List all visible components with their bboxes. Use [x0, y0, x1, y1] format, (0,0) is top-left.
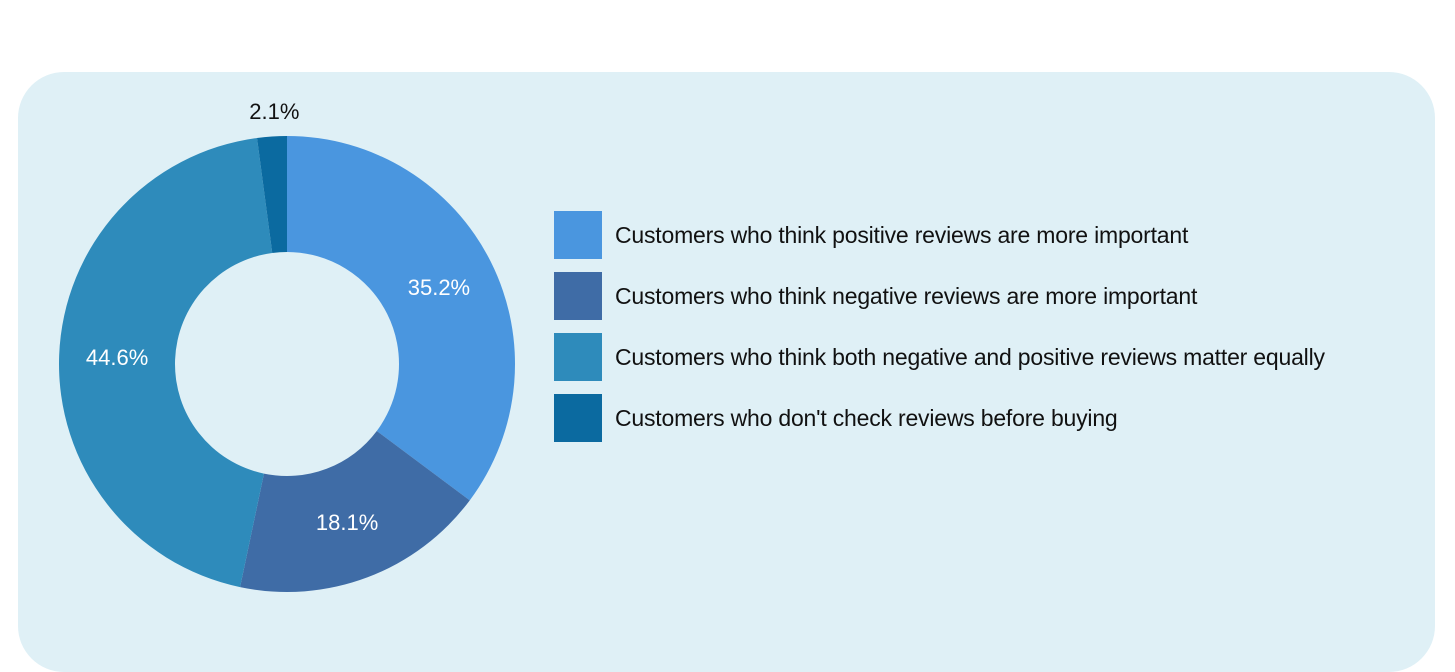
slice-label-both: 44.6% [85, 344, 149, 370]
legend-swatch [554, 272, 602, 320]
legend-item-negative: Customers who think negative reviews are… [554, 272, 1325, 320]
slice-label-none: 2.1% [249, 98, 300, 124]
legend-item-none: Customers who don't check reviews before… [554, 394, 1325, 442]
legend: Customers who think positive reviews are… [554, 211, 1325, 455]
slice-label-negative: 18.1% [315, 510, 379, 536]
legend-label: Customers who don't check reviews before… [615, 404, 1118, 431]
donut-slice-negative [240, 430, 470, 592]
donut-slice-none [257, 136, 287, 253]
legend-item-both: Customers who think both negative and po… [554, 333, 1325, 381]
legend-item-positive: Customers who think positive reviews are… [554, 211, 1325, 259]
legend-swatch [554, 211, 602, 259]
legend-label: Customers who think positive reviews are… [615, 221, 1189, 248]
legend-label: Customers who think negative reviews are… [615, 282, 1198, 309]
legend-swatch [554, 394, 602, 442]
donut-slice-both [58, 137, 273, 588]
legend-label: Customers who think both negative and po… [615, 343, 1325, 370]
slice-label-positive: 35.2% [407, 274, 471, 300]
legend-swatch [554, 333, 602, 381]
donut-chart [58, 136, 516, 592]
donut-slice-positive [287, 136, 516, 501]
